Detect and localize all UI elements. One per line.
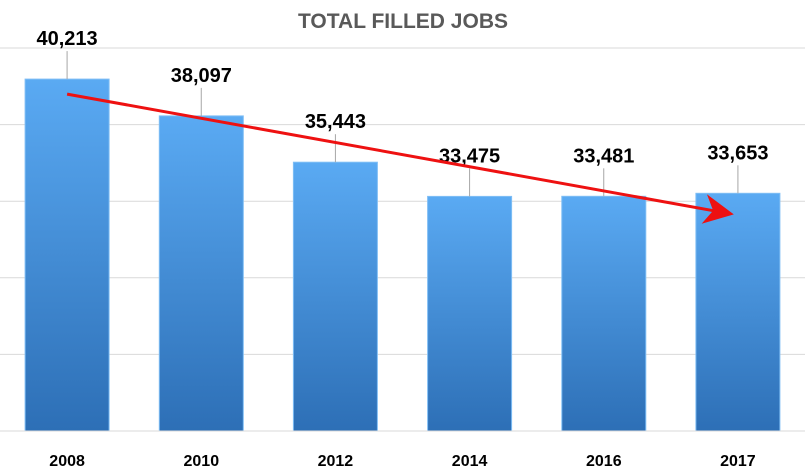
bar-2008 xyxy=(24,78,110,432)
data-label-2008: 40,213 xyxy=(37,28,98,50)
x-tick-2017: 2017 xyxy=(720,453,756,469)
x-tick-2008: 2008 xyxy=(49,453,85,469)
data-labels: 40,213 38,097 35,443 33,475 33,481 33,653 xyxy=(37,28,769,167)
x-tick-2016: 2016 xyxy=(586,453,622,469)
bar-2010 xyxy=(158,115,244,432)
data-label-2017: 33,653 xyxy=(707,142,768,164)
chart-title: TOTAL FILLED JOBS xyxy=(298,10,508,33)
x-axis-tick-labels: 2008 2010 2012 2014 2016 2017 xyxy=(49,453,755,469)
bar-2014 xyxy=(427,195,513,432)
x-tick-2012: 2012 xyxy=(318,453,354,469)
data-label-2010: 38,097 xyxy=(171,65,232,87)
bar-2012 xyxy=(292,161,378,432)
data-label-2014: 33,475 xyxy=(439,145,500,167)
bar-2017 xyxy=(695,192,781,432)
data-label-2016: 33,481 xyxy=(573,145,634,167)
trend-arrow xyxy=(66,92,734,224)
gridlines xyxy=(0,47,805,355)
x-tick-2010: 2010 xyxy=(184,453,220,469)
x-tick-2014: 2014 xyxy=(452,453,488,469)
bars xyxy=(24,78,781,432)
bar-2016 xyxy=(561,195,647,432)
data-label-2012: 35,443 xyxy=(305,111,366,133)
